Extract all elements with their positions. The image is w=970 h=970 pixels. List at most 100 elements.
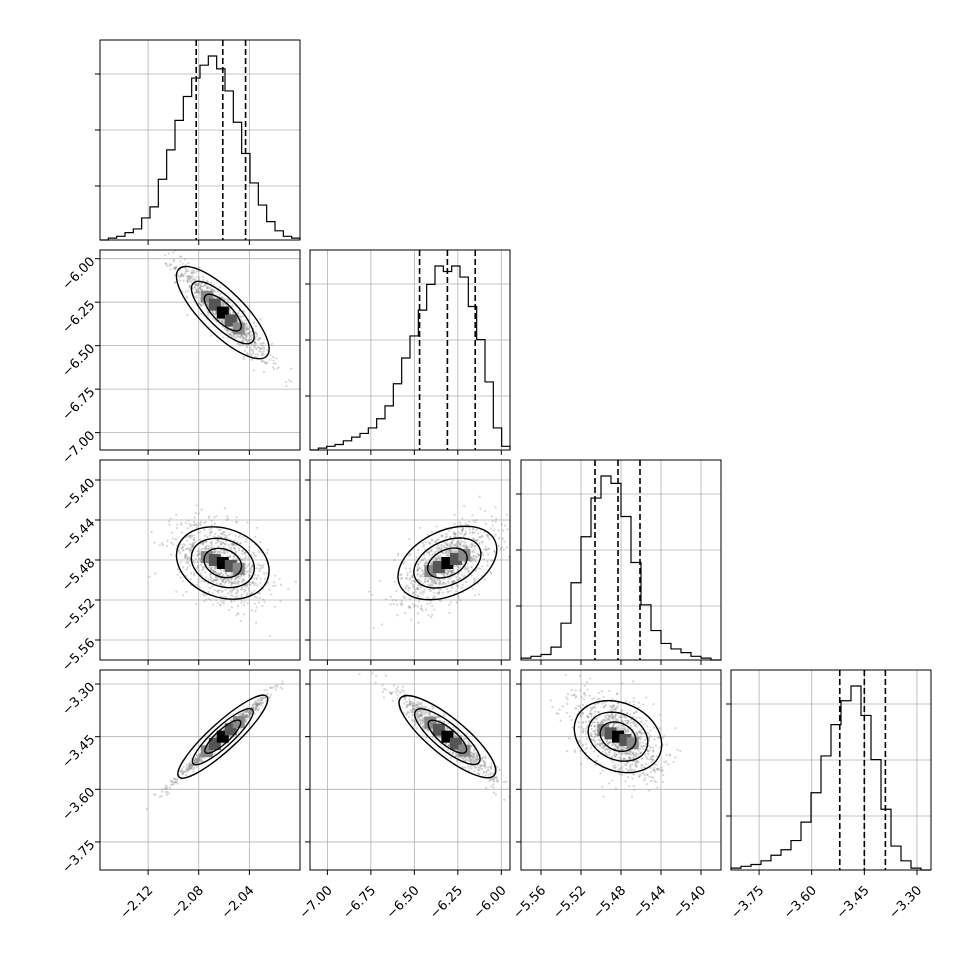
sample-point xyxy=(199,524,202,527)
sample-point xyxy=(480,541,483,544)
sample-point xyxy=(230,573,233,576)
sample-point xyxy=(416,715,419,718)
sample-point xyxy=(444,569,448,572)
sample-point xyxy=(254,573,257,576)
sample-point xyxy=(584,732,587,735)
sample-point xyxy=(213,752,216,755)
sample-point xyxy=(642,748,645,751)
sample-point xyxy=(434,539,438,542)
y-tick-label: −6.75 xyxy=(60,385,99,424)
sample-point xyxy=(635,752,638,756)
scatter-area xyxy=(368,495,510,630)
sample-point xyxy=(396,685,400,688)
sample-point xyxy=(460,757,464,760)
sample-point xyxy=(226,515,229,518)
sample-point xyxy=(248,583,251,586)
sample-point xyxy=(412,708,415,711)
sample-point xyxy=(421,590,424,594)
sample-point xyxy=(249,712,252,715)
density-cell xyxy=(232,716,245,729)
sample-point xyxy=(248,338,251,341)
sample-point xyxy=(424,728,427,731)
sample-point xyxy=(185,770,188,773)
sample-point xyxy=(379,579,382,583)
sample-point xyxy=(407,606,411,609)
sample-point xyxy=(193,523,196,526)
sample-point xyxy=(419,575,422,578)
sample-point xyxy=(223,577,226,581)
y-tick-label: −6.00 xyxy=(60,254,99,293)
sample-point xyxy=(189,763,193,766)
sample-point xyxy=(453,734,456,738)
sample-point xyxy=(452,531,455,534)
sample-point xyxy=(186,289,190,292)
sample-point xyxy=(249,712,252,715)
sample-point xyxy=(612,725,615,728)
sample-point xyxy=(206,535,209,539)
sample-point xyxy=(229,333,232,336)
sample-point xyxy=(274,362,277,365)
axes xyxy=(100,670,300,870)
sample-point xyxy=(468,756,471,760)
sample-point xyxy=(371,593,374,596)
sample-point xyxy=(469,758,472,762)
sample-point xyxy=(470,753,473,757)
sample-point xyxy=(248,583,252,587)
sample-point xyxy=(164,787,168,790)
sample-point xyxy=(214,578,217,581)
sample-point xyxy=(197,759,200,762)
sample-point xyxy=(195,566,199,570)
sample-point xyxy=(254,700,257,703)
sample-point xyxy=(442,573,445,576)
sample-point xyxy=(248,716,251,719)
sample-point xyxy=(404,585,407,589)
sample-point xyxy=(271,686,274,689)
sample-point xyxy=(416,594,419,598)
sample-point xyxy=(213,570,217,574)
sample-point xyxy=(207,578,210,581)
sample-point xyxy=(223,551,226,554)
sample-point xyxy=(241,713,244,717)
sample-point xyxy=(232,555,235,558)
contour-line xyxy=(191,707,254,766)
sample-point xyxy=(411,603,415,606)
sample-point xyxy=(236,575,239,578)
sample-point xyxy=(463,546,467,550)
sample-point xyxy=(249,712,252,715)
sample-point xyxy=(247,327,250,330)
contour-line xyxy=(175,526,270,600)
sample-point xyxy=(186,274,189,278)
sample-point xyxy=(197,564,200,567)
sample-point xyxy=(490,766,493,769)
sample-point xyxy=(199,283,202,286)
sample-point xyxy=(234,534,237,537)
sample-point xyxy=(428,588,431,591)
sample-point xyxy=(414,588,417,591)
sample-point xyxy=(180,272,184,276)
sample-point xyxy=(213,569,216,573)
sample-point xyxy=(464,568,467,571)
sample-point xyxy=(256,332,259,335)
sample-point xyxy=(442,720,446,723)
sample-point xyxy=(483,764,486,768)
sample-point xyxy=(464,530,467,534)
sample-point xyxy=(253,554,256,557)
sample-point xyxy=(244,330,247,333)
sample-point xyxy=(448,549,451,552)
sample-point xyxy=(440,543,443,547)
sample-point xyxy=(472,754,475,757)
sample-point xyxy=(209,286,212,289)
sample-point xyxy=(269,693,273,696)
sample-point xyxy=(202,303,205,307)
sample-point xyxy=(196,762,199,765)
sample-point xyxy=(416,569,419,572)
sample-point xyxy=(179,552,182,555)
sample-point xyxy=(202,541,205,544)
sample-point xyxy=(224,580,228,583)
sample-point xyxy=(189,766,192,770)
sample-point xyxy=(588,712,591,715)
sample-point xyxy=(253,341,257,344)
sample-point xyxy=(427,580,430,583)
sample-point xyxy=(196,765,199,769)
sample-point xyxy=(396,554,400,557)
